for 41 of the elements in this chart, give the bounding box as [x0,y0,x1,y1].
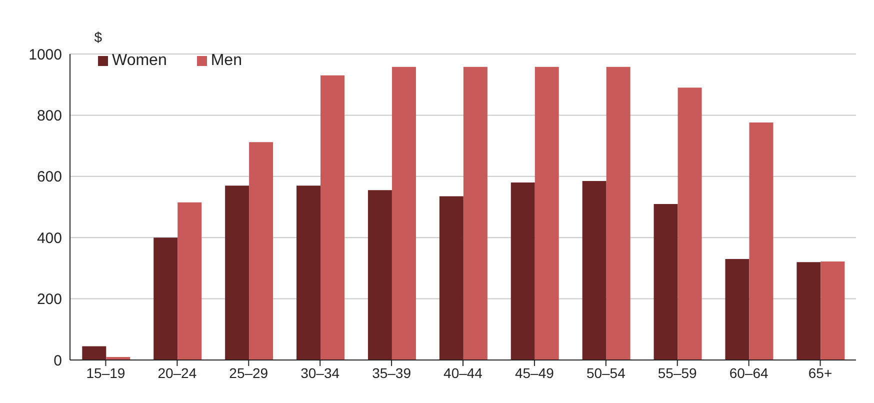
legend-label: Women [112,52,167,69]
bar [225,186,250,360]
y-tick-label: 0 [54,352,62,370]
bar [654,204,678,360]
bar [82,346,106,360]
y-tick-label: 200 [36,291,62,308]
bar [725,259,750,360]
bar [368,190,392,360]
legend-label: Men [210,52,242,69]
bar [582,180,606,360]
bar [392,66,416,360]
bar [154,238,178,360]
bar [510,182,535,360]
bar [534,66,559,360]
bar [296,186,321,360]
y-axis-title: $ [94,28,102,45]
x-tick-label: 60–64 [729,364,768,381]
x-tick-label: 25–29 [229,364,268,381]
x-tick-label: 30–34 [300,364,340,381]
bar [439,196,464,360]
bar [678,88,702,360]
bar [749,122,774,360]
x-tick-label: 50–54 [586,364,626,381]
y-tick-label: 400 [36,230,62,247]
bar [463,66,488,360]
bar [320,75,345,360]
bar [249,142,274,360]
x-tick-label: 15–19 [86,364,126,381]
x-tick-label: 65+ [808,364,832,381]
x-tick-label: 40–44 [444,364,483,381]
bar [606,66,630,360]
y-tick-label: 1000 [28,46,62,64]
x-tick-label: 20–24 [158,364,197,381]
bar [796,262,821,360]
x-tick-label: 45–49 [514,364,554,381]
y-tick-label: 600 [36,168,62,186]
bar [820,261,845,360]
y-tick-label: 800 [36,108,62,125]
x-tick-label: 35–39 [372,364,412,381]
bar [178,202,202,360]
x-tick-label: 55–59 [658,364,698,381]
